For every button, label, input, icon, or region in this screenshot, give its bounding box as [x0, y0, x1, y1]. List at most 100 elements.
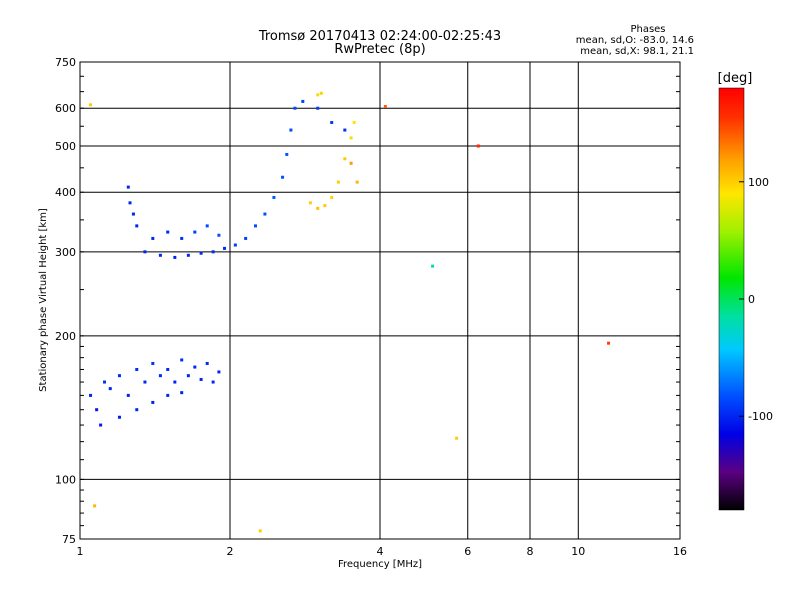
data-point: [308, 201, 312, 205]
colorbar: [deg] 100 0 -100: [718, 71, 773, 511]
y-tick-label: 300: [55, 246, 76, 259]
data-point: [455, 436, 459, 440]
data-points: [89, 91, 611, 533]
data-point: [199, 377, 203, 381]
data-point: [316, 106, 320, 110]
data-point: [349, 136, 353, 140]
x-tick-label: 4: [377, 545, 384, 558]
colorbar-ticks: 100 0 -100: [739, 176, 773, 423]
data-point: [607, 341, 611, 345]
y-tick-label: 200: [55, 330, 76, 343]
data-point: [151, 236, 155, 240]
data-point: [244, 236, 248, 240]
data-point: [186, 253, 190, 257]
data-point: [343, 128, 347, 132]
grid-lines: [80, 62, 680, 539]
data-point: [316, 93, 320, 97]
data-point: [349, 161, 353, 165]
y-tick-label: 500: [55, 140, 76, 153]
data-point: [126, 185, 130, 189]
data-point: [281, 175, 285, 179]
data-point: [103, 380, 107, 384]
data-point: [166, 230, 170, 234]
data-point: [272, 195, 276, 199]
stats-line-x: mean, sd,X: 98.1, 21.1: [580, 46, 694, 57]
data-point: [166, 393, 170, 397]
x-tick-label: 6: [464, 545, 471, 558]
x-tick-label: 1: [77, 545, 84, 558]
data-point: [352, 121, 356, 125]
data-point: [89, 103, 93, 107]
data-point: [293, 106, 297, 110]
data-point: [158, 253, 162, 257]
chart-title: Tromsø 20170413 02:24:00-02:25:43: [258, 29, 501, 44]
x-tick-label: 8: [527, 545, 534, 558]
x-tick-label: 16: [673, 545, 687, 558]
data-point: [223, 246, 227, 250]
data-point: [355, 180, 359, 184]
data-point: [285, 152, 289, 156]
data-point: [95, 408, 99, 412]
x-axis-label: Frequency [MHz]: [338, 559, 422, 570]
y-axis-label: Stationary phase Virtual Height [km]: [38, 208, 49, 392]
y-tick-label: 750: [55, 56, 76, 69]
data-point: [126, 393, 130, 397]
y-tick-label: 600: [55, 102, 76, 115]
data-point: [186, 374, 190, 378]
data-point: [151, 400, 155, 404]
x-tick-label: 10: [571, 545, 585, 558]
data-point: [93, 504, 97, 508]
data-point: [383, 105, 387, 109]
data-point: [263, 212, 267, 216]
data-point: [143, 380, 147, 384]
y-tick-label: 100: [55, 473, 76, 486]
minor-ticks: [80, 75, 680, 527]
plot-area: 1 2 4 6 8 10 16 75 100 200 300 400 500 600 750: [55, 56, 687, 558]
data-point: [131, 212, 135, 216]
data-point: [158, 374, 162, 378]
data-point: [336, 180, 340, 184]
data-point: [205, 361, 209, 365]
data-point: [180, 358, 184, 362]
data-point: [431, 264, 435, 268]
data-point: [301, 99, 305, 103]
data-point: [217, 370, 221, 374]
data-point: [143, 250, 147, 254]
data-point: [217, 233, 221, 237]
data-point: [180, 236, 184, 240]
chart-subtitle: RwPretec (8p): [334, 42, 425, 57]
data-point: [117, 374, 121, 378]
y-tick-label: 75: [62, 533, 76, 546]
colorbar-tick-label: 100: [748, 176, 769, 189]
data-point: [330, 121, 334, 125]
data-point: [233, 243, 237, 247]
stats-heading: Phases: [630, 24, 665, 35]
data-point: [117, 415, 121, 419]
data-point: [330, 195, 334, 199]
data-point: [258, 529, 262, 533]
y-tick-labels: 75 100 200 300 400 500 600 750: [55, 56, 76, 546]
data-point: [289, 128, 293, 132]
data-point: [476, 144, 480, 148]
data-point: [211, 250, 215, 254]
data-point: [135, 367, 139, 371]
data-point: [173, 255, 177, 259]
data-point: [319, 91, 323, 95]
x-tick-label: 2: [227, 545, 234, 558]
colorbar-tick-label: -100: [748, 410, 773, 423]
data-point: [180, 391, 184, 395]
colorbar-unit-label: [deg]: [718, 71, 753, 86]
data-point: [128, 201, 132, 205]
data-point: [135, 408, 139, 412]
x-tick-labels: 1 2 4 6 8 10 16: [77, 545, 688, 558]
data-point: [108, 387, 112, 391]
data-point: [99, 423, 103, 427]
data-point: [135, 224, 139, 228]
data-point: [151, 361, 155, 365]
data-point: [343, 157, 347, 161]
data-point: [253, 224, 257, 228]
data-point: [205, 224, 209, 228]
data-point: [211, 380, 215, 384]
data-point: [316, 206, 320, 210]
